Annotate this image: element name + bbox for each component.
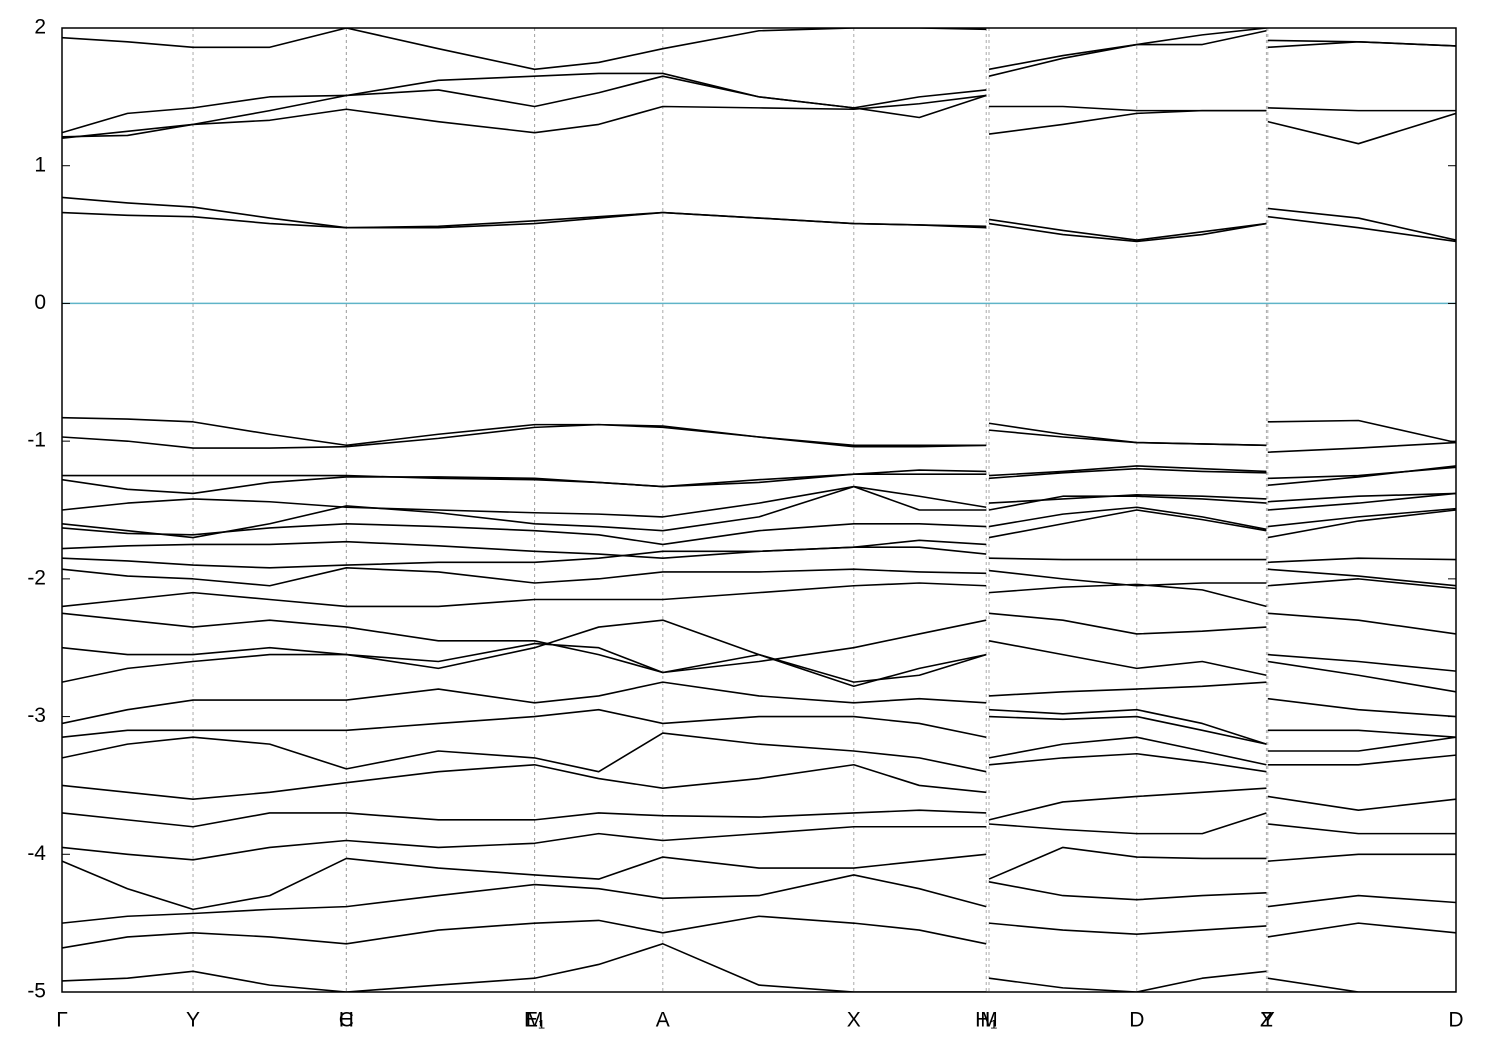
band [62,915,1456,949]
y-tick-label: -2 [27,566,46,589]
band [62,94,1456,145]
band [62,874,1456,924]
x-tick-label: Y [1261,1009,1275,1032]
x-tick-label: M [980,1009,998,1032]
y-tick-label: -3 [27,704,46,727]
band [62,423,1456,453]
band [62,578,1456,608]
band [62,546,1456,569]
band [62,29,1456,134]
band [62,752,1456,800]
x-tick-label: C [339,1009,354,1032]
band [62,567,1456,587]
x-tick-label: D [1448,1009,1463,1032]
band [62,506,1456,546]
band [62,465,1456,488]
x-tick-label: E₁ [524,1009,545,1032]
x-tick-label: H [339,1009,354,1032]
band [62,416,1456,448]
y-tick-label: 0 [34,291,46,314]
band [62,612,1456,674]
y-tick-label: -1 [27,429,46,452]
x-tick-label: Z [1260,1009,1273,1032]
x-tick-label: A [656,1009,670,1032]
y-tick-label: 2 [34,16,46,39]
band [62,943,1456,992]
plot-frame [61,27,1457,993]
y-tick-label: 1 [34,153,46,176]
band [62,732,1456,773]
band [62,787,1456,828]
x-tick-label: X [847,1009,861,1032]
band [62,708,1456,745]
band [62,640,1456,688]
x-tick-label: H₁ [975,1009,997,1032]
x-tick-label: D [1129,1009,1144,1032]
y-tick-label: -5 [27,980,46,1003]
band [62,211,1456,243]
band [62,465,1456,495]
x-tick-label: Γ [56,1009,68,1032]
band [62,485,1456,539]
band [62,681,1456,745]
x-tick-label: Y [186,1009,200,1032]
x-tick-label: M [526,1009,544,1032]
plot-area [62,28,1456,992]
band [62,619,1456,697]
band [62,846,1456,911]
y-tick-label: -4 [27,842,46,865]
band [62,812,1456,861]
